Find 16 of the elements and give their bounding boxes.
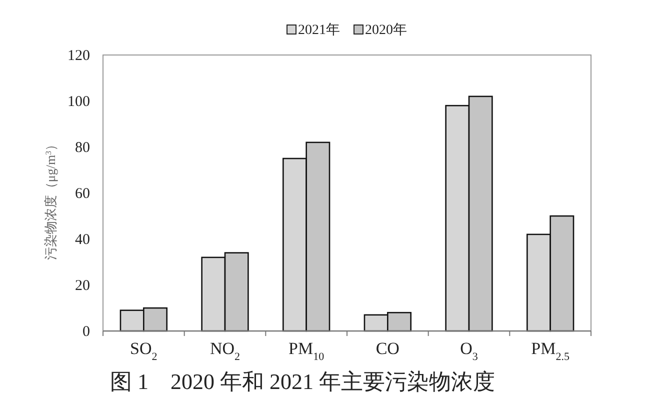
ytick: 40	[75, 232, 90, 248]
ytick: 80	[75, 140, 90, 156]
ytick: 120	[68, 48, 90, 64]
ytick: 100	[68, 94, 90, 110]
xtick: O$_{3}$	[460, 339, 478, 363]
ytick: 0	[82, 324, 90, 340]
xtick: PM$_{2.5}$	[531, 339, 570, 363]
xtick: NO$_{2}$	[210, 339, 240, 363]
xtick: CO	[376, 339, 400, 358]
caption: 图 1 2020 年和 2021 年主要污染物浓度	[110, 369, 495, 394]
legend-label: 2021年	[298, 22, 340, 38]
ytick: 20	[75, 278, 90, 294]
xtick: PM$_{10}$	[288, 339, 324, 363]
ytick: 60	[75, 186, 90, 202]
xtick: SO$_{2}$	[130, 339, 158, 363]
legend-label: 2020年	[365, 22, 407, 38]
